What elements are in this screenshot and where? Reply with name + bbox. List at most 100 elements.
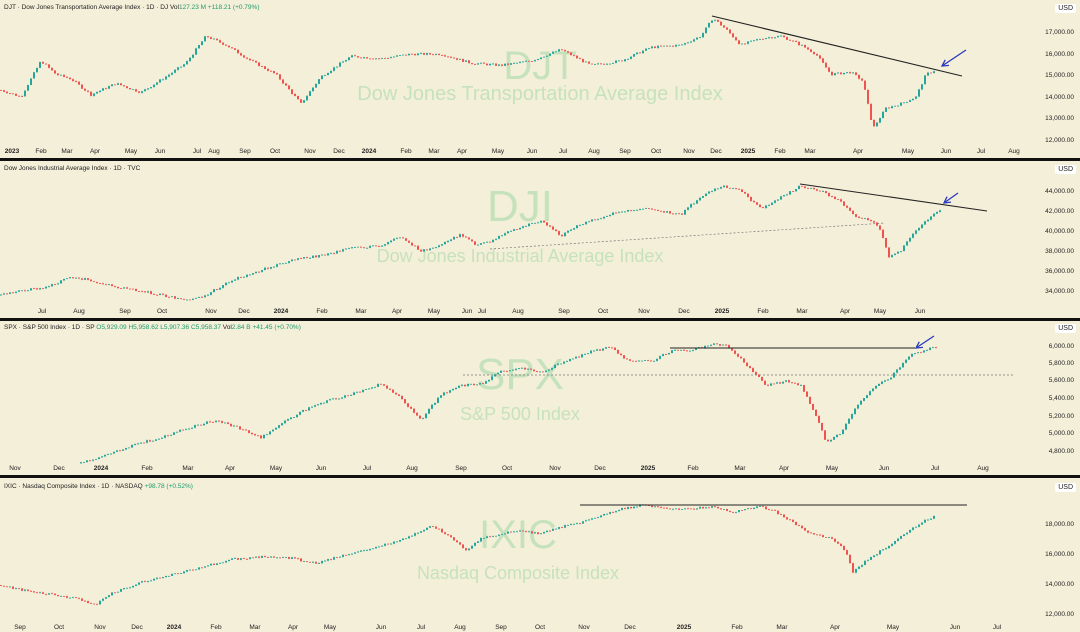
candle-body — [534, 59, 536, 62]
candle-body — [348, 554, 350, 556]
candle-body — [816, 189, 818, 191]
candle-body — [354, 55, 356, 57]
candle-body — [717, 506, 719, 509]
candle-body — [660, 506, 662, 508]
candle-body — [861, 217, 863, 219]
x-tick-label: Nov — [9, 465, 21, 472]
candle-body — [297, 96, 299, 100]
candle-body — [486, 63, 488, 66]
candle-body — [345, 554, 347, 556]
candle-body — [888, 545, 890, 549]
spx-chart[interactable]: SPX S&P 500 Index 6,000.00 5,800.00 5,600.00… — [0, 334, 1080, 474]
candle-body — [336, 557, 338, 559]
candle-body — [126, 86, 128, 88]
candle-body — [428, 408, 430, 414]
ixic-chart[interactable]: IXIC Nasdaq Composite Index 18,000.00 16,00… — [0, 493, 1080, 632]
candle-body — [123, 85, 125, 87]
candle-body — [48, 593, 50, 595]
spx-currency-badge: USD — [1055, 324, 1076, 333]
candle-body — [363, 57, 365, 59]
candle-body — [513, 531, 515, 533]
candle-body — [627, 506, 629, 509]
candle-body — [804, 186, 806, 189]
candle-body — [741, 43, 743, 45]
candle-body — [425, 413, 427, 419]
candle-body — [527, 368, 529, 370]
panel-separator[interactable] — [0, 318, 1080, 321]
panel-separator[interactable] — [0, 158, 1080, 161]
candle-body — [24, 90, 26, 97]
candle-body — [498, 64, 500, 66]
candle-body — [6, 293, 8, 295]
x-tick-label: May — [125, 148, 138, 155]
candle-body — [846, 72, 848, 73]
candle-body — [872, 388, 874, 392]
candle-body — [638, 360, 640, 362]
x-tick-label: Jun — [941, 148, 952, 155]
dji-chart[interactable]: DJI Dow Jones Industrial Average Index 44,… — [0, 175, 1080, 318]
candle-body — [221, 421, 223, 423]
ixic-change: +98.78 (+0.52%) — [144, 483, 193, 490]
x-tick-label: Jul — [363, 465, 372, 472]
candle-body — [867, 89, 869, 104]
candle-body — [531, 222, 533, 224]
candle-body — [189, 569, 191, 571]
candle-body — [744, 191, 746, 194]
candle-body — [453, 537, 455, 541]
candle-body — [171, 72, 173, 75]
candle-body — [684, 508, 686, 510]
candle-body — [429, 526, 431, 528]
candle-body — [855, 72, 857, 75]
x-tick-label: Jun — [316, 465, 327, 472]
candle-body — [644, 360, 646, 361]
candle-body — [840, 543, 842, 547]
candle-body — [12, 586, 14, 589]
candle-body — [200, 424, 202, 426]
candle-body — [474, 241, 476, 245]
candle-body — [327, 253, 329, 256]
candle-body — [753, 200, 755, 203]
candle-body — [95, 459, 97, 460]
candle-body — [900, 536, 902, 539]
candle-body — [483, 242, 485, 244]
candle-body — [543, 220, 545, 223]
candle-body — [884, 380, 886, 382]
x-tick-label: Aug — [977, 465, 989, 472]
candle-body — [693, 508, 695, 510]
candle-body — [617, 349, 619, 354]
spx-title: SPX · S&P 500 Index · 1D · SP — [4, 324, 95, 331]
candle-body — [183, 64, 185, 67]
candle-body — [726, 185, 728, 188]
candle-body — [6, 586, 8, 588]
candle-body — [470, 383, 472, 385]
x-tick-label: Jun — [376, 624, 387, 631]
candle-body — [356, 391, 358, 393]
candle-body — [368, 388, 370, 390]
candle-body — [554, 364, 556, 369]
candle-body — [213, 289, 215, 293]
candle-body — [885, 107, 887, 112]
x-tick-label: Apr — [457, 148, 468, 155]
candle-body — [546, 222, 548, 226]
candle-body — [384, 244, 386, 246]
x-tick-label: Sep — [495, 624, 507, 631]
candle-body — [416, 412, 418, 416]
candle-body — [729, 511, 731, 513]
candle-body — [678, 508, 680, 510]
panel-separator[interactable] — [0, 475, 1080, 478]
candle-body — [678, 213, 680, 215]
candle-body — [573, 228, 575, 230]
candle-body — [911, 353, 913, 357]
candle-body — [800, 385, 802, 386]
candle-body — [596, 349, 598, 351]
x-tick-label: Jun — [155, 148, 166, 155]
candle-body — [332, 398, 334, 400]
candle-body — [549, 225, 551, 227]
candle-body — [378, 546, 380, 548]
candle-body — [342, 554, 344, 557]
candle-body — [630, 209, 632, 211]
candle-body — [605, 347, 607, 349]
candle-body — [387, 58, 389, 59]
candle-body — [690, 41, 692, 43]
